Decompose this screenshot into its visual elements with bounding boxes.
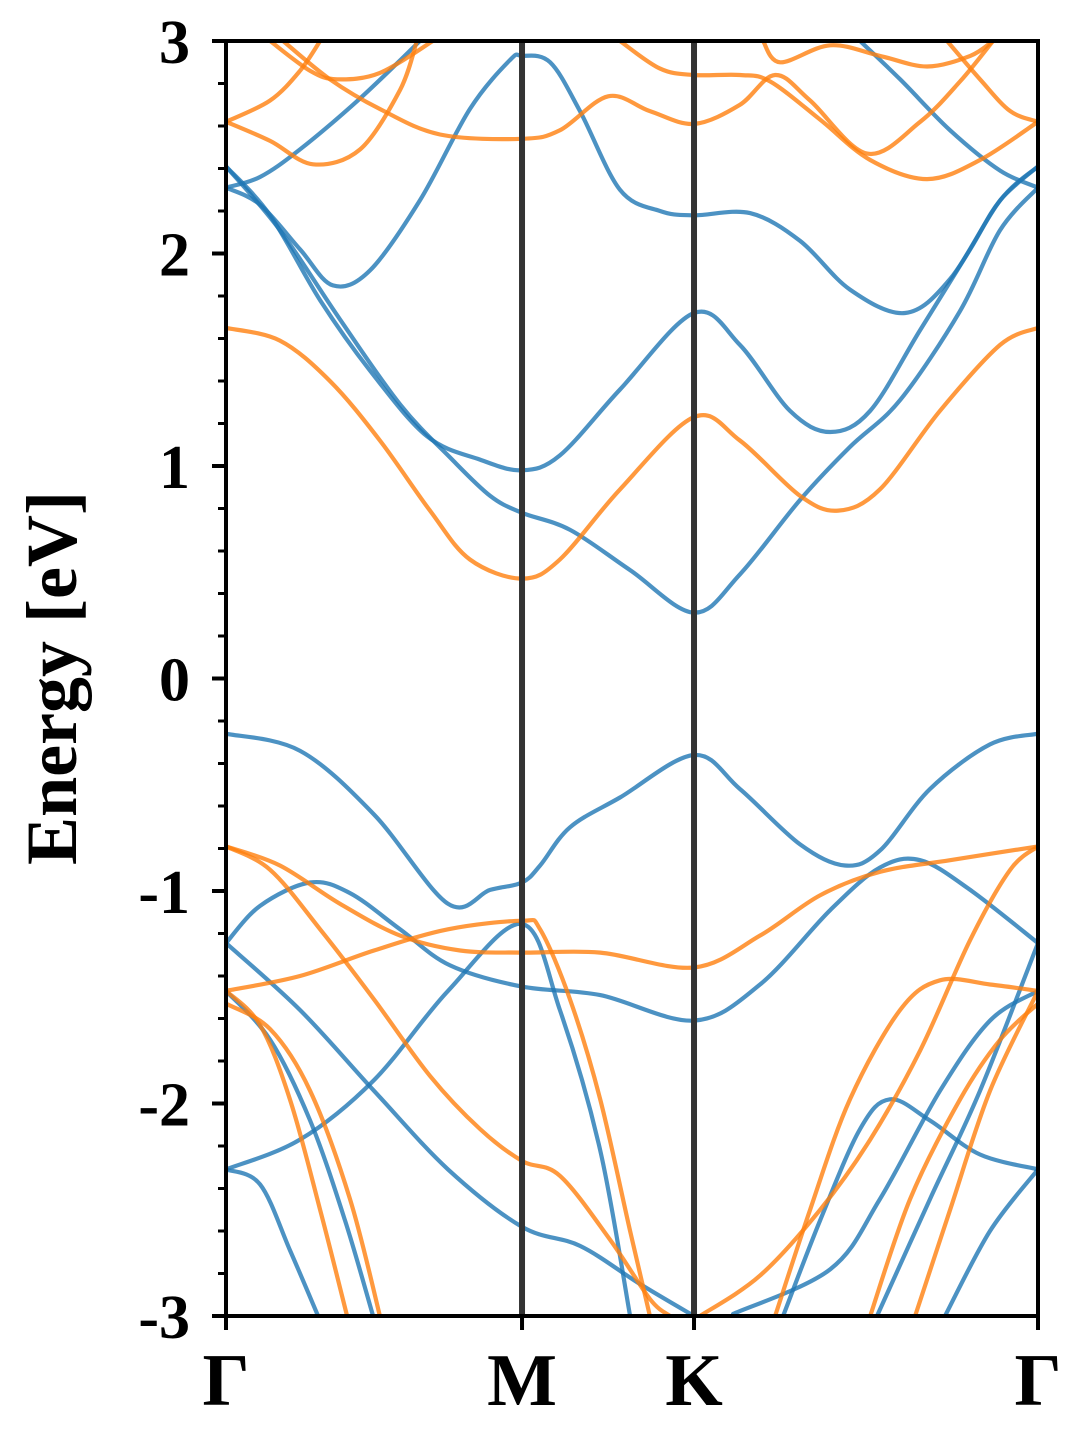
plot-frame (224, 39, 1040, 1318)
spin-down-band-8 (913, 988, 1038, 1316)
y-axis-title: Energy [eV] (12, 491, 92, 865)
y-tick-label: -2 (138, 1072, 190, 1140)
spin-down-band-9 (226, 325, 1038, 581)
y-tick-label: -3 (138, 1284, 190, 1352)
spin-up-band-10 (226, 41, 422, 190)
spin-up-band-4 (226, 1167, 321, 1316)
spin-down-band-0 (226, 844, 1038, 970)
spin-down-band-6 (773, 976, 1038, 1316)
high-symmetry-lines (224, 41, 1040, 1330)
spin-up-band-1 (226, 856, 1038, 1023)
y-tick-label: 2 (159, 222, 190, 290)
spin-up-band-13 (226, 164, 1038, 615)
y-tick-label: 1 (159, 434, 190, 502)
spin-up-band-7 (731, 988, 1038, 1316)
spin-down-band-3 (226, 917, 652, 1316)
spin-down-band-16 (945, 41, 1038, 124)
x-tick-label: Γ (202, 1340, 249, 1422)
spin-down-band-11 (226, 41, 323, 124)
spin-down-band-15 (760, 41, 996, 69)
spin-down-band-2 (697, 844, 1038, 1316)
spin-up-band-9 (942, 1167, 1038, 1316)
x-tick-label: K (665, 1340, 723, 1422)
bands-layer (226, 41, 1038, 1316)
spin-up-band-11 (226, 52, 1038, 316)
spin-down-band-13 (281, 41, 996, 156)
spin-up-band-14 (858, 41, 1038, 190)
spin-down-band-5 (226, 1001, 382, 1316)
spin-up-band-3 (226, 921, 633, 1316)
spin-down-band-14 (617, 41, 1038, 182)
y-tick-label: 0 (159, 647, 190, 715)
spin-down-band-1 (226, 844, 673, 1316)
spin-down-band-7 (868, 1001, 1038, 1316)
x-tick-label: Γ (1014, 1340, 1061, 1422)
spin-down-band-12 (268, 41, 435, 82)
spin-up-band-8 (874, 941, 1038, 1316)
y-ticks (212, 39, 226, 1318)
y-tick-label: 3 (159, 9, 190, 77)
spin-up-band-0 (226, 731, 1038, 910)
x-tick-label: M (487, 1340, 557, 1422)
y-tick-label: -1 (138, 859, 190, 927)
spin-up-band-12 (226, 164, 1038, 473)
y-tick-labels: -3 -2 -1 0 1 2 3 (138, 9, 190, 1352)
spin-down-band-10 (226, 41, 419, 167)
spin-up-band-6 (781, 1097, 1038, 1316)
